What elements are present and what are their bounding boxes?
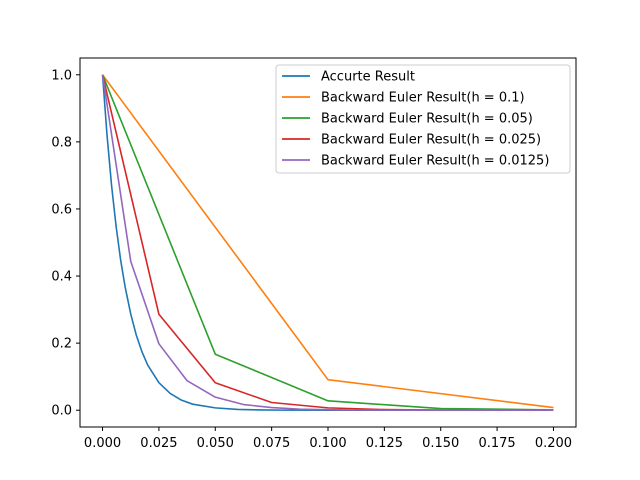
legend-label-1: Accurte Result [321,70,415,85]
x-tick-label: 0.025 [140,436,177,451]
legend-label-2: Backward Euler Result(h = 0.1) [321,91,525,106]
x-tick-label: 0.050 [197,436,234,451]
y-tick-label: 0.2 [51,337,72,352]
legend-box [275,64,571,174]
x-axis: 0.000 0.025 0.050 0.075 0.100 0.125 0.150 0.175… [84,427,572,451]
y-tick-label: 1.0 [51,68,72,83]
series-line-2 [101,74,554,409]
x-tick-label: 0.100 [309,436,346,451]
x-tick-label: 0.200 [535,436,572,451]
legend: Accurte Result Backward Euler Result(h = … [275,64,571,174]
y-tick-label: 0.6 [51,202,72,217]
series-line-3 [101,74,554,411]
plot-lines [101,74,554,412]
x-tick-label: 0.000 [84,436,121,451]
y-axis: 0.0 0.2 0.4 0.6 0.8 1.0 [51,68,80,419]
y-tick-label: 0.0 [51,404,72,419]
x-tick-label: 0.125 [366,436,403,451]
legend-label-4: Backward Euler Result(h = 0.025) [321,133,541,148]
legend-label-5: Backward Euler Result(h = 0.0125) [321,154,549,169]
x-tick-label: 0.150 [422,436,459,451]
y-tick-label: 0.4 [51,270,72,285]
x-tick-label: 0.075 [253,436,290,451]
x-tick-label: 0.175 [478,436,515,451]
legend-label-3: Backward Euler Result(h = 0.05) [321,112,533,127]
y-tick-label: 0.8 [51,135,72,150]
series-line-5 [101,74,554,412]
